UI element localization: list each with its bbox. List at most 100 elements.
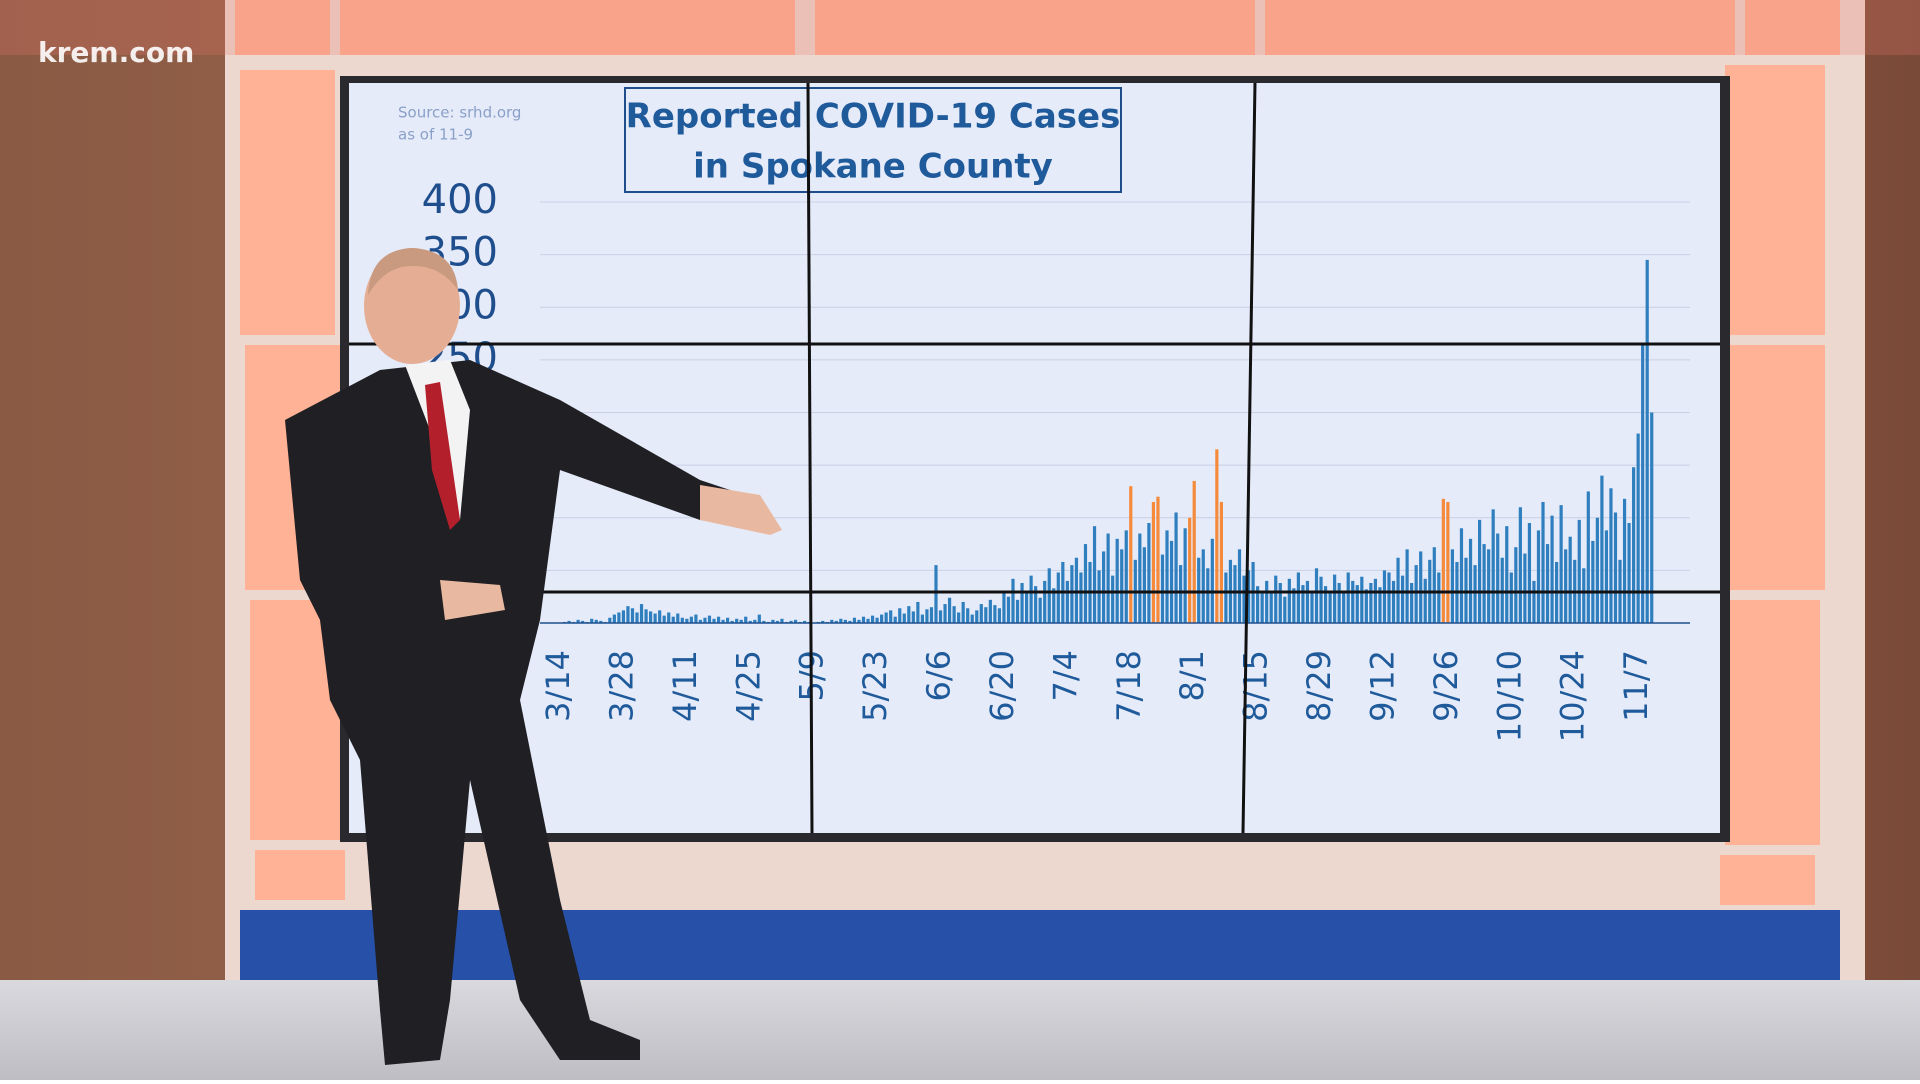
bar	[1102, 551, 1106, 623]
bar	[676, 613, 680, 623]
bar	[1006, 596, 1011, 623]
bar	[1138, 533, 1142, 623]
x-tick-label: 4/25	[729, 650, 767, 722]
bar	[875, 617, 879, 623]
bar	[1568, 536, 1572, 623]
bar	[576, 619, 580, 623]
bar	[1319, 576, 1323, 623]
bar	[852, 617, 857, 623]
x-tick-label: 8/15	[1237, 650, 1275, 722]
bar	[1387, 572, 1391, 623]
bar	[639, 604, 644, 623]
bar	[771, 619, 775, 623]
bar	[1092, 526, 1097, 623]
bar	[621, 610, 626, 623]
bar	[1323, 586, 1328, 623]
bar	[880, 614, 884, 623]
bar	[1265, 580, 1269, 623]
bar	[1151, 501, 1156, 623]
bar	[1464, 557, 1468, 623]
bar	[1391, 580, 1396, 623]
bar	[1346, 572, 1350, 623]
bar	[1595, 517, 1599, 623]
bar	[866, 618, 870, 623]
bar	[1179, 565, 1183, 623]
bar	[934, 565, 938, 623]
bar	[1169, 540, 1174, 623]
chart-title: Reported COVID-19 Cases	[626, 97, 1121, 137]
bar	[1237, 549, 1242, 623]
bar	[1450, 549, 1455, 623]
bar	[1106, 533, 1110, 623]
bar	[884, 612, 888, 623]
bar	[730, 620, 734, 623]
bar	[707, 615, 712, 623]
bar	[975, 610, 979, 623]
bar	[608, 617, 612, 623]
bar	[1115, 538, 1119, 623]
bar	[1043, 580, 1047, 623]
bar	[1609, 488, 1613, 623]
x-tick-label: 7/4	[1046, 650, 1084, 702]
bar	[1523, 553, 1527, 623]
bar	[1156, 496, 1160, 623]
bar	[947, 597, 952, 623]
bar	[753, 619, 757, 623]
bar	[988, 599, 992, 623]
bar	[957, 612, 961, 623]
bar	[902, 613, 906, 623]
x-tick-label: 8/1	[1173, 650, 1211, 702]
bar	[1536, 530, 1541, 623]
bar	[1142, 547, 1146, 623]
bar	[1342, 591, 1346, 623]
bar	[644, 609, 648, 623]
bar	[911, 611, 915, 623]
bar	[1287, 578, 1291, 623]
bar	[617, 612, 621, 623]
bar	[1591, 540, 1595, 623]
bar	[1215, 449, 1219, 623]
bar	[1029, 575, 1033, 623]
x-tick-label: 3/14	[539, 650, 577, 722]
x-tick-label: 10/10	[1490, 650, 1528, 742]
bar	[1586, 491, 1590, 623]
bar	[1650, 412, 1654, 623]
bar	[739, 619, 743, 623]
bar	[1219, 501, 1223, 623]
bar	[1378, 587, 1382, 623]
bar	[916, 601, 920, 623]
bar	[658, 610, 662, 623]
screen-seams	[349, 82, 1720, 834]
bar	[1577, 519, 1581, 623]
bar	[1496, 533, 1500, 623]
bar	[1382, 570, 1387, 623]
bar	[1400, 575, 1405, 623]
bar	[1256, 586, 1260, 623]
bar	[970, 614, 974, 623]
bar	[1310, 591, 1314, 623]
bar	[1165, 530, 1169, 623]
bar	[1564, 549, 1568, 623]
bar	[1369, 583, 1373, 623]
bar	[1604, 530, 1609, 623]
floor	[0, 980, 1920, 1080]
bar	[925, 609, 929, 623]
riser	[240, 910, 1840, 980]
x-tick-label: 5/23	[856, 650, 894, 722]
bar	[1097, 570, 1101, 623]
bar	[599, 620, 603, 623]
bar	[1070, 565, 1074, 623]
bar	[662, 615, 666, 623]
bar	[1373, 578, 1377, 623]
bar	[984, 607, 988, 623]
bar	[821, 620, 825, 623]
bar	[1328, 593, 1332, 623]
bar	[861, 616, 866, 623]
bar	[1269, 591, 1273, 623]
source-note: Source: srhd.org	[398, 104, 521, 122]
bar	[671, 616, 675, 623]
bar	[893, 616, 897, 623]
bar	[1636, 433, 1640, 623]
